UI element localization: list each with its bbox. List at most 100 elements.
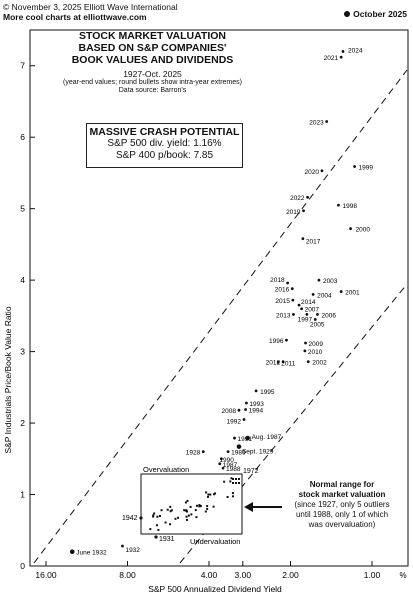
cluster-point	[231, 492, 234, 495]
data-point-label: 2015	[275, 298, 290, 305]
data-point-label: 2012	[266, 360, 281, 367]
cluster-point	[226, 496, 229, 499]
data-point	[303, 349, 307, 353]
y-tick-label: 0	[20, 561, 25, 571]
cluster-point	[206, 495, 209, 498]
cluster-point	[189, 505, 192, 508]
cluster-point	[231, 495, 234, 498]
data-point	[69, 549, 75, 555]
y-tick-label: 7	[20, 61, 25, 71]
cluster-point	[152, 514, 155, 517]
cluster-point	[214, 492, 217, 495]
cluster-point	[149, 528, 152, 531]
undervaluation-label: Undervaluation	[190, 537, 240, 546]
cluster-point	[230, 477, 233, 480]
data-point	[218, 462, 222, 466]
data-point-label: 1928	[186, 450, 201, 457]
data-points: 2024 2021 2023 1999 2020 2022 2019 1998 2000 2017…	[69, 47, 374, 557]
cluster-point	[190, 513, 193, 516]
crash-box-title: MASSIVE CRASH POTENTIAL	[89, 126, 240, 138]
cluster-point	[186, 499, 189, 502]
more-charts-link[interactable]: More cool charts at elliottwave.com	[3, 12, 147, 22]
data-point-label: 1996	[269, 338, 284, 345]
data-point	[339, 55, 343, 59]
cluster-point	[139, 516, 143, 520]
data-point-label: 1992	[227, 418, 242, 425]
cluster-point	[187, 514, 190, 517]
data-point-label: 1997	[298, 316, 313, 323]
cluster-point	[169, 523, 172, 526]
cluster-point	[206, 507, 209, 510]
data-point-label: 1994	[249, 407, 264, 414]
cluster-point	[169, 510, 172, 513]
y-tick-label: 3	[20, 347, 25, 357]
data-point	[237, 408, 241, 412]
chart-period: 1927-Oct. 2025	[123, 69, 182, 79]
cluster-point	[155, 524, 158, 527]
normal-range-box	[140, 473, 243, 535]
data-point	[242, 418, 246, 421]
cluster-point	[157, 528, 160, 531]
label-1972: 1972	[243, 468, 259, 475]
data-point	[317, 278, 321, 282]
cluster-point	[160, 509, 163, 512]
data-point	[313, 318, 317, 321]
normal-range-point-cluster	[139, 477, 240, 539]
data-point	[245, 435, 250, 441]
data-point	[221, 466, 225, 470]
data-point-label: 2002	[312, 360, 327, 367]
cluster-point	[194, 509, 197, 512]
data-point	[349, 227, 352, 231]
normal-note-body: was overvaluation)	[308, 520, 376, 529]
data-point-label: Sept. 1929	[242, 449, 274, 456]
cluster-point	[212, 505, 215, 508]
cluster-point	[204, 510, 207, 513]
chart-note: (year-end values; round bullets show int…	[63, 79, 242, 86]
data-point	[254, 389, 258, 393]
cluster-point	[195, 504, 198, 507]
data-point	[300, 307, 303, 311]
data-point	[297, 303, 301, 307]
crash-potential-box: MASSIVE CRASH POTENTIAL S&P 500 div. yie…	[86, 123, 243, 168]
normal-range-inset: Overvaluation Undervaluation 1972 1942 1…	[122, 465, 259, 546]
data-point	[226, 450, 230, 454]
date-marker: October 2025	[344, 9, 407, 19]
x-tick-label: 8.00	[119, 570, 136, 580]
cluster-point	[169, 505, 172, 508]
cluster-point	[235, 478, 237, 480]
data-point	[353, 165, 356, 168]
y-tick-label: 5	[20, 204, 25, 214]
cluster-point	[152, 515, 155, 518]
data-point-label: June 1932	[76, 550, 107, 557]
copyright-text: © November 3, 2025 Elliott Wave Internat…	[3, 2, 178, 12]
cluster-point	[186, 510, 189, 513]
data-point	[306, 195, 309, 199]
data-point-label: 2009	[309, 341, 324, 348]
data-point-label: 2007	[305, 307, 320, 314]
cluster-point	[229, 480, 232, 483]
x-tick-label: 1.00	[364, 570, 381, 580]
x-axis: 16.00 8.00 4.00 3.00 2.00 1.00	[35, 561, 381, 580]
data-point-label: 2017	[306, 239, 321, 246]
x-unit-label: %	[399, 571, 406, 580]
data-point-label: 2019	[286, 209, 301, 216]
data-point-label: Aug. 1987	[252, 434, 282, 441]
data-point-label: 1999	[359, 165, 374, 172]
cluster-point	[223, 480, 226, 483]
x-tick-label: 16.00	[35, 570, 57, 580]
y-tick-label: 6	[20, 132, 25, 142]
data-point-label: 1995	[260, 389, 275, 396]
data-point-label: 2022	[290, 195, 305, 202]
normal-note-body: until 1988, only 1 of which	[295, 510, 389, 519]
data-point-label: 1998	[342, 203, 357, 210]
cluster-point	[238, 482, 240, 484]
normal-range-arrow	[244, 502, 282, 512]
data-point-label: 2020	[305, 169, 320, 176]
x-tick-label: 2.00	[282, 570, 299, 580]
data-point	[302, 209, 305, 213]
data-point-label: 1990	[219, 457, 234, 464]
data-point	[281, 360, 285, 364]
cluster-point	[195, 516, 198, 519]
data-point	[244, 408, 248, 411]
label-1931: 1931	[159, 536, 175, 543]
